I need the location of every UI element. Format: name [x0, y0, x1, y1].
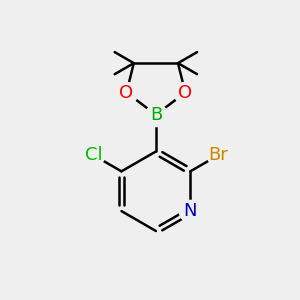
- Text: Cl: Cl: [85, 146, 102, 164]
- Text: O: O: [178, 84, 192, 102]
- Text: O: O: [119, 84, 134, 102]
- Text: Br: Br: [208, 146, 228, 164]
- Text: B: B: [150, 106, 162, 124]
- Text: N: N: [184, 202, 197, 220]
